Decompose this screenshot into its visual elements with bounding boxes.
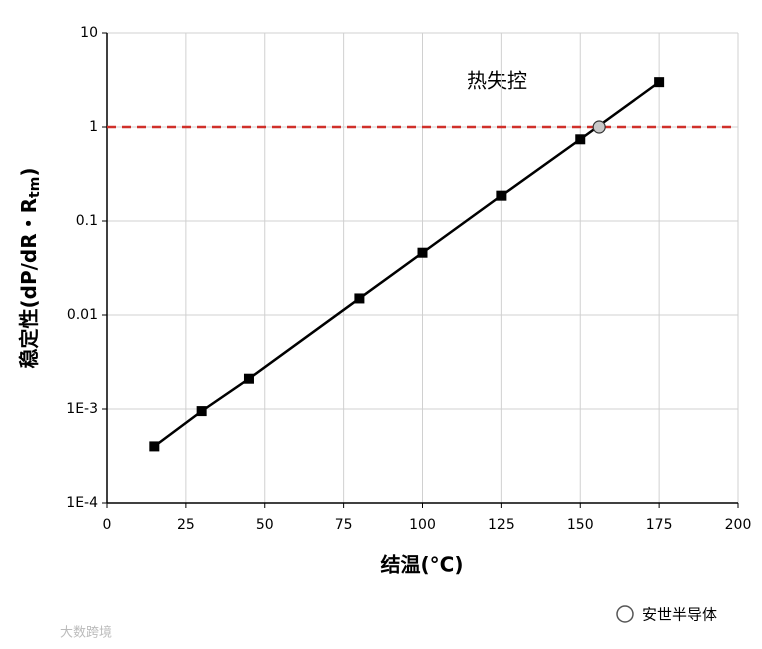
x-tick-label: 0 bbox=[103, 517, 112, 533]
y-tick-label: 10 bbox=[80, 25, 98, 41]
x-tick-label: 25 bbox=[177, 517, 195, 533]
point bbox=[196, 406, 207, 417]
x-tick-label: 75 bbox=[335, 517, 353, 533]
watermark-left: 大数跨境 bbox=[60, 626, 112, 641]
x-tick-label: 200 bbox=[725, 517, 752, 533]
point bbox=[243, 373, 254, 384]
series-line bbox=[153, 81, 660, 448]
point bbox=[354, 293, 365, 304]
y-tick-label: 1 bbox=[89, 119, 98, 135]
y-tick-label: 1E-4 bbox=[66, 495, 98, 511]
x-tick-label: 50 bbox=[256, 517, 274, 533]
y-tick-label: 0.1 bbox=[76, 213, 98, 229]
x-tick-label: 125 bbox=[488, 517, 515, 533]
y-axis-label: 稳定性(dP/dR・Rtm) bbox=[17, 168, 44, 369]
x-tick-label: 150 bbox=[567, 517, 594, 533]
point bbox=[496, 190, 507, 201]
y-axis-label-main: 稳定性(dP/dR・R bbox=[17, 198, 41, 369]
point bbox=[654, 77, 665, 88]
point bbox=[417, 247, 428, 258]
x-tick-label: 100 bbox=[409, 517, 436, 533]
x-axis-label: 结温(°C) bbox=[381, 553, 464, 577]
watermark-icon bbox=[616, 605, 634, 623]
point bbox=[575, 134, 586, 145]
annotation: 热失控 bbox=[467, 69, 527, 93]
highlight-point bbox=[592, 120, 606, 134]
y-axis-label-sub: tm bbox=[27, 177, 43, 198]
point bbox=[149, 441, 160, 452]
x-tick-label: 175 bbox=[646, 517, 673, 533]
watermark-right: 安世半导体 bbox=[642, 606, 717, 624]
y-tick-label: 0.01 bbox=[67, 307, 98, 323]
y-tick-label: 1E-3 bbox=[66, 401, 98, 417]
y-axis-label-end: ) bbox=[17, 168, 41, 177]
